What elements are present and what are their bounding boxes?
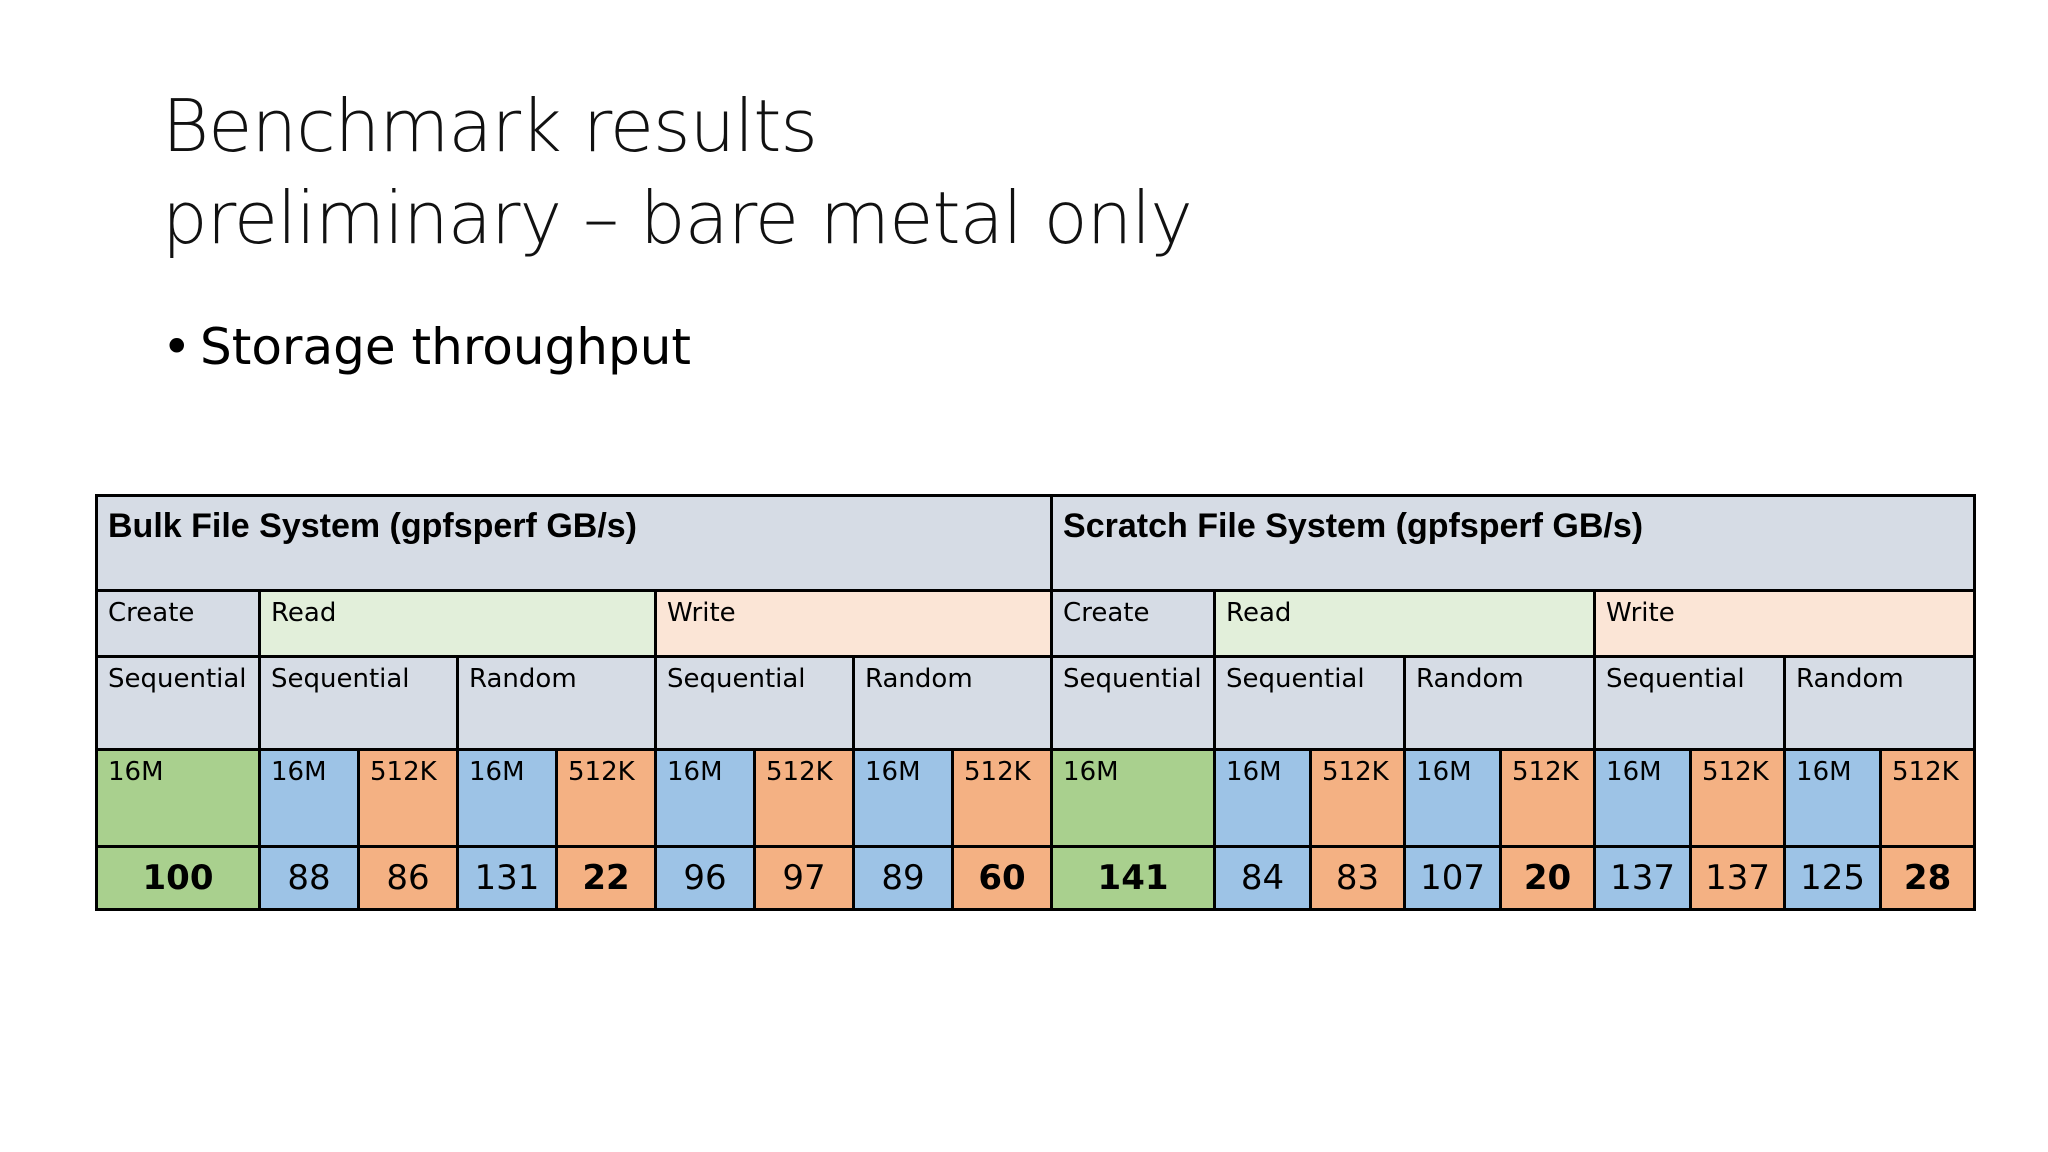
bulk-read-sequential: Sequential [258,655,459,751]
bulk-create-header: Create [95,589,261,658]
scratch-create-seq-size: 16M [1050,748,1217,848]
bulk-write-header: Write [653,589,1054,658]
bulk-read-seq-512k-size: 512K [357,748,459,848]
scratch-read-seq-16m-size: 16M [1213,748,1313,848]
bulk-read-header: Read [258,589,657,658]
scratch-write-rand-512k-value: 28 [1879,845,1977,911]
scratch-read-seq-512k-value: 83 [1309,845,1407,911]
bulk-write-rand-512k-size: 512K [950,748,1054,848]
bullet-dot-icon: • [162,318,192,376]
scratch-create-sequential: Sequential [1050,655,1217,751]
bulk-write-seq-16m-size: 16M [654,748,756,848]
bulk-fs-header: Bulk File System (gpfsperf GB/s) [94,494,1054,592]
bulk-create-sequential: Sequential [95,655,261,751]
title-line-2: preliminary – bare metal only [162,176,1193,260]
scratch-write-rand-16m-size: 16M [1783,748,1883,848]
slide-title: Benchmark results preliminary – bare met… [162,80,1193,264]
scratch-read-sequential: Sequential [1213,655,1407,751]
bullet-item: • Storage throughput [162,315,691,379]
scratch-create-header: Create [1050,589,1217,658]
table-row-pattern: Sequential Sequential Random Sequential … [95,655,1977,751]
bulk-read-seq-16m-size: 16M [258,748,360,848]
bulk-write-rand-512k-value: 60 [950,845,1054,911]
title-line-1: Benchmark results [162,84,818,168]
bulk-write-random: Random [851,655,1054,751]
bulk-create-seq-size: 16M [95,748,261,848]
scratch-write-seq-512k-size: 512K [1689,748,1787,848]
scratch-read-seq-16m-value: 84 [1213,845,1313,911]
scratch-read-rand-512k-value: 20 [1499,845,1597,911]
bulk-write-seq-512k-size: 512K [753,748,855,848]
bulk-write-sequential: Sequential [654,655,855,751]
bulk-create-seq-16m-value: 100 [95,845,261,911]
bulk-read-random: Random [456,655,657,751]
bulk-write-seq-16m-value: 96 [654,845,756,911]
scratch-read-rand-512k-size: 512K [1499,748,1597,848]
scratch-read-rand-16m-size: 16M [1403,748,1503,848]
table-row-block-size: 16M 16M 512K 16M 512K 16M 512K 16M 512K … [95,748,1977,848]
bulk-read-rand-512k-size: 512K [555,748,657,848]
scratch-write-rand-512k-size: 512K [1879,748,1977,848]
bullet-list: • Storage throughput [162,315,691,379]
bullet-text: Storage throughput [200,318,692,376]
bulk-write-rand-16m-value: 89 [852,845,954,911]
bulk-write-seq-512k-value: 97 [753,845,855,911]
table-row-operation: Create Read Write Create Read Write [95,589,1977,658]
bulk-write-rand-16m-size: 16M [852,748,954,848]
table-row-values: 100 88 86 131 22 96 97 89 60 141 84 83 1… [95,845,1977,911]
scratch-read-random: Random [1403,655,1597,751]
scratch-write-rand-16m-value: 125 [1783,845,1883,911]
scratch-create-seq-16m-value: 141 [1050,845,1217,911]
table-row-fs-header: Bulk File System (gpfsperf GB/s) Scratch… [94,494,1977,592]
scratch-fs-header: Scratch File System (gpfsperf GB/s) [1050,494,1977,592]
scratch-write-seq-16m-size: 16M [1593,748,1693,848]
scratch-write-header: Write [1593,589,1977,658]
scratch-read-rand-16m-value: 107 [1403,845,1503,911]
scratch-write-random: Random [1783,655,1977,751]
bulk-read-rand-16m-size: 16M [456,748,558,848]
scratch-write-seq-16m-value: 137 [1593,845,1693,911]
benchmark-table: Bulk File System (gpfsperf GB/s) Scratch… [94,494,1977,911]
scratch-read-header: Read [1213,589,1597,658]
scratch-read-seq-512k-size: 512K [1309,748,1407,848]
bulk-read-rand-512k-value: 22 [555,845,657,911]
scratch-write-sequential: Sequential [1593,655,1787,751]
bulk-read-seq-16m-value: 88 [258,845,360,911]
bulk-read-seq-512k-value: 86 [357,845,459,911]
bulk-read-rand-16m-value: 131 [456,845,558,911]
scratch-write-seq-512k-value: 137 [1689,845,1787,911]
